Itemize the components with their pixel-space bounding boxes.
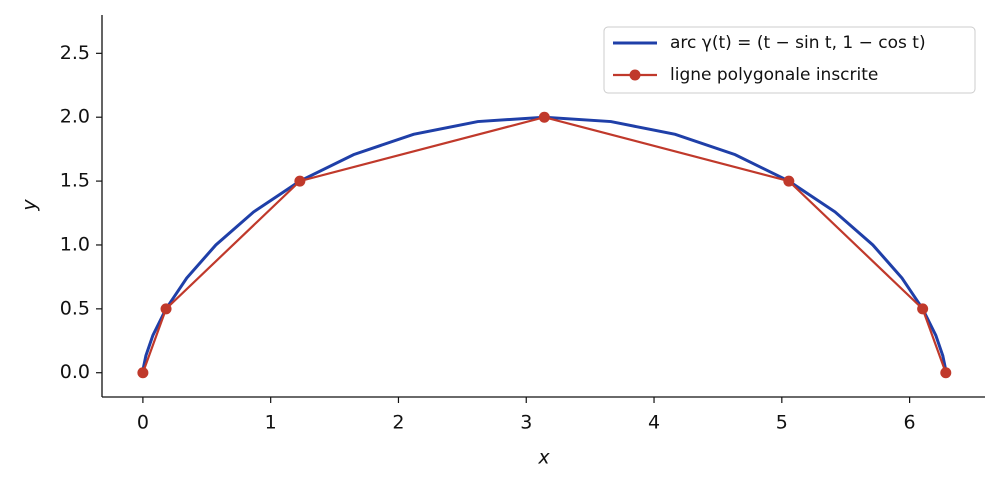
x-tick-label: 1 xyxy=(265,412,277,434)
x-axis-label: x xyxy=(537,447,550,469)
point xyxy=(917,303,929,315)
series-line xyxy=(141,116,947,374)
series-line xyxy=(141,115,948,373)
y-tick-label: 2.5 xyxy=(60,42,90,64)
point xyxy=(538,111,550,123)
y-tick-label: 2.0 xyxy=(60,106,90,128)
legend-label: arc γ(t) = (t − sin t, 1 − cos t) xyxy=(670,33,926,53)
point xyxy=(137,367,149,379)
x-tick-label: 3 xyxy=(520,412,532,434)
y-tick-label: 1.5 xyxy=(60,170,90,192)
y-tick-label: 0.5 xyxy=(60,297,90,319)
x-tick-label: 5 xyxy=(776,412,788,434)
point xyxy=(940,367,952,379)
point xyxy=(294,175,306,187)
x-tick-label: 4 xyxy=(648,412,660,434)
point xyxy=(160,303,172,315)
x-tick-label: 6 xyxy=(904,412,916,434)
x-tick-label: 0 xyxy=(137,412,149,434)
legend-marker xyxy=(629,69,641,81)
y-tick-label: 0.0 xyxy=(60,361,90,383)
y-axis-label: y xyxy=(19,199,41,212)
legend-box xyxy=(603,26,976,94)
legend-label: ligne polygonale inscrite xyxy=(670,65,878,85)
point xyxy=(783,175,795,187)
y-tick-label: 1.0 xyxy=(60,233,90,255)
x-tick-label: 2 xyxy=(392,412,404,434)
